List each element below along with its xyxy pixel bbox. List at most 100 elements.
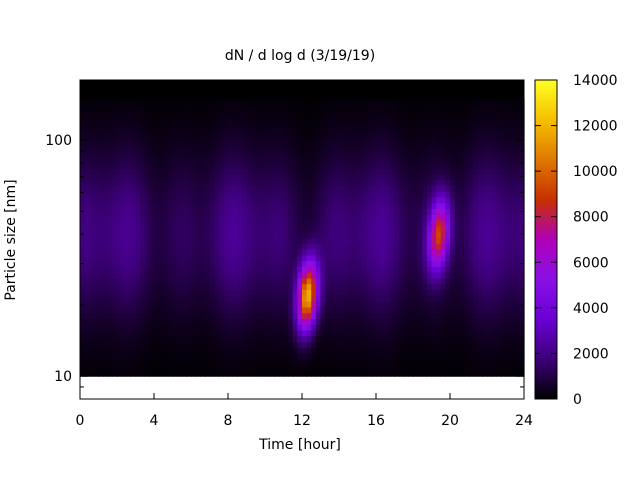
heatmap-cell [426, 324, 433, 331]
heatmap-cell [283, 306, 289, 314]
heatmap-cell [376, 243, 382, 250]
heatmap-cell [450, 179, 456, 186]
heatmap-cell [80, 214, 86, 221]
heatmap-cell [500, 353, 507, 360]
heatmap-cell [380, 329, 386, 337]
heatmap-cell [232, 347, 238, 354]
heatmap-cell [274, 341, 280, 348]
heatmap-cell [450, 162, 456, 169]
heatmap-cell [468, 133, 474, 140]
heatmap-cell [154, 254, 160, 262]
heatmap-cell [191, 237, 197, 244]
heatmap-cell [112, 150, 118, 158]
heatmap-cell [473, 231, 479, 239]
heatmap-cell [371, 98, 377, 106]
heatmap-cell [80, 329, 86, 337]
heatmap-cell [84, 358, 90, 366]
heatmap-cell [482, 231, 488, 239]
heatmap-cell [237, 237, 243, 244]
heatmap-cell [283, 156, 289, 163]
heatmap-cell [228, 196, 234, 204]
heatmap-cell [283, 370, 289, 377]
heatmap-cell [473, 312, 479, 319]
heatmap-cell [140, 104, 146, 111]
heatmap-cell [283, 289, 289, 296]
heatmap-cell [408, 98, 414, 106]
heatmap-cell [181, 272, 187, 279]
heatmap-cell [348, 214, 354, 221]
heatmap-cell [514, 150, 520, 158]
heatmap-cell [274, 324, 280, 331]
heatmap-cell [357, 173, 363, 181]
heatmap-cell [292, 272, 298, 279]
heatmap-cell [422, 358, 428, 366]
heatmap-cell [84, 220, 90, 227]
heatmap-cell [103, 133, 109, 140]
heatmap-cell [107, 306, 113, 314]
heatmap-cell [426, 144, 433, 152]
heatmap-cell [126, 173, 132, 181]
heatmap-cell [315, 156, 322, 163]
heatmap-cell [482, 116, 488, 123]
heatmap-cell [394, 318, 400, 325]
heatmap-cell [348, 225, 354, 233]
heatmap-cell [510, 324, 516, 331]
heatmap-cell [117, 98, 123, 106]
heatmap-cell [315, 312, 322, 319]
heatmap-cell [431, 318, 437, 325]
heatmap-cell [232, 185, 238, 192]
heatmap-cell [403, 283, 409, 291]
heatmap-cell [103, 98, 109, 106]
heatmap-cell [302, 208, 308, 215]
heatmap-cell [389, 104, 396, 111]
heatmap-cell [292, 104, 298, 111]
heatmap-cell [357, 312, 363, 319]
heatmap-cell [117, 318, 123, 325]
heatmap-cell [241, 196, 248, 204]
heatmap-cell [371, 208, 377, 215]
heatmap-cell [306, 353, 312, 360]
heatmap-cell [121, 162, 127, 169]
heatmap-cell [209, 341, 215, 348]
heatmap-cell [278, 110, 285, 117]
heatmap-cell [195, 150, 201, 158]
heatmap-cell [422, 266, 428, 273]
heatmap-cell [426, 266, 433, 273]
heatmap-cell [463, 168, 470, 175]
heatmap-cell [84, 104, 90, 111]
heatmap-cell [422, 225, 428, 233]
heatmap-cell [223, 214, 229, 221]
heatmap-cell [445, 248, 451, 256]
heatmap-cell [302, 191, 308, 198]
heatmap-cell [334, 185, 340, 192]
heatmap-cell [237, 191, 243, 198]
heatmap-cell [260, 341, 266, 348]
heatmap-cell [339, 364, 345, 371]
heatmap-cell [408, 306, 414, 314]
heatmap-cell [343, 237, 349, 244]
heatmap-cell [450, 202, 456, 210]
heatmap-cell [130, 156, 137, 163]
heatmap-cell [112, 272, 118, 279]
heatmap-cell [431, 179, 437, 186]
heatmap-cell [403, 335, 409, 343]
heatmap-cell [269, 335, 275, 343]
heatmap-cell [431, 110, 437, 117]
heatmap-cell [339, 324, 345, 331]
heatmap-cell [403, 329, 409, 337]
heatmap-cell [394, 324, 400, 331]
heatmap-cell [357, 254, 363, 262]
heatmap-cell [477, 220, 483, 227]
heatmap-cell [232, 104, 238, 111]
heatmap-cell [130, 144, 137, 152]
heatmap-cell [149, 277, 155, 285]
heatmap-cell [431, 139, 437, 146]
heatmap-cell [380, 353, 386, 360]
heatmap-cell [496, 150, 502, 158]
heatmap-cell [246, 237, 252, 244]
heatmap-cell [181, 329, 187, 337]
heatmap-cell [408, 254, 414, 262]
heatmap-cell [311, 341, 317, 348]
heatmap-cell [126, 254, 132, 262]
